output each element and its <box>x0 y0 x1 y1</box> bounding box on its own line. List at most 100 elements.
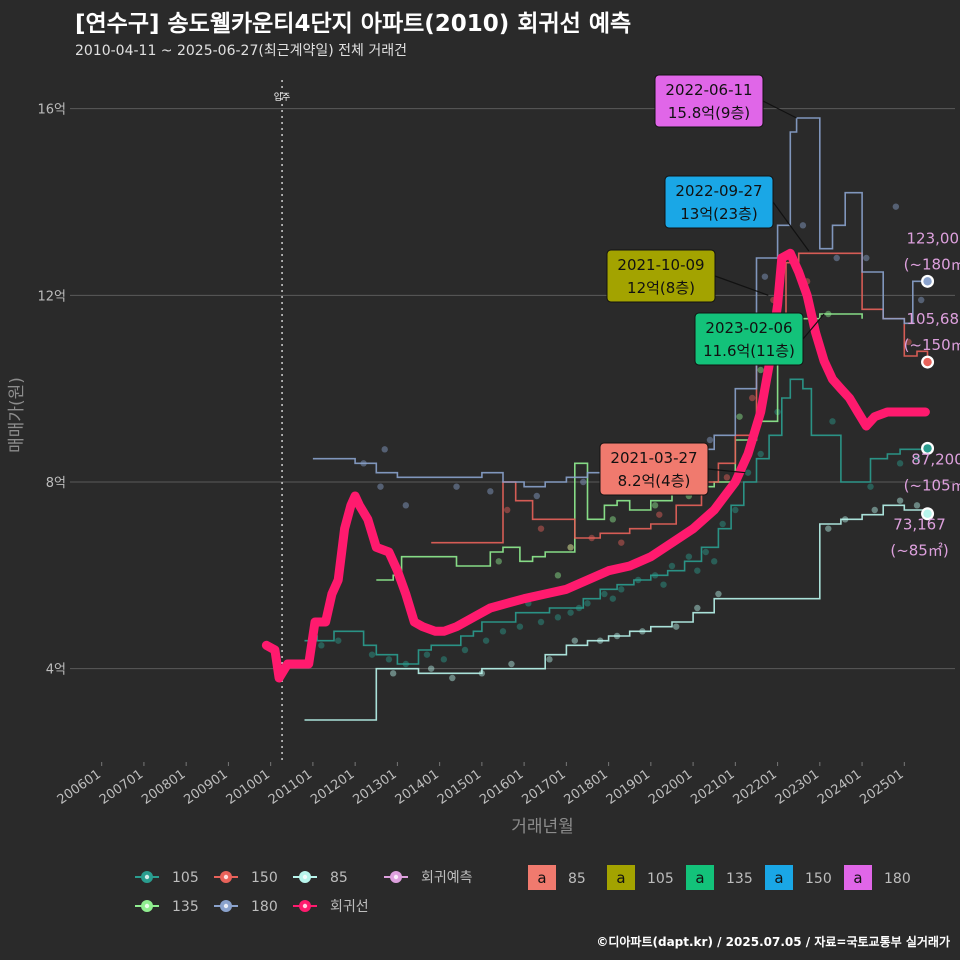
x-tick-label: 202401 <box>815 767 864 808</box>
scatter-point <box>863 254 870 262</box>
callout-box <box>599 442 709 496</box>
scatter-point <box>660 581 667 588</box>
callout-price: 8.2억(4층) <box>618 472 691 490</box>
callout-date: 2021-03-27 <box>610 449 697 467</box>
legend-dot-center <box>144 903 150 909</box>
prediction-value-85: 73,167 <box>893 516 946 534</box>
scatter-point <box>516 623 524 630</box>
scatter-point <box>318 642 325 649</box>
source-caption: ©디아파트(dapt.kr) / 2025.07.05 / 자료=국토교통부 실… <box>596 935 950 949</box>
legend-label: 회귀선 <box>330 899 369 915</box>
scatter-point <box>368 651 376 658</box>
callout-leader <box>802 313 825 340</box>
scatter-point <box>744 469 752 476</box>
scatter-point <box>732 506 739 514</box>
scatter-point <box>896 460 904 467</box>
x-tick-label: 202501 <box>857 767 906 808</box>
legend-box-glyph: a <box>853 869 862 887</box>
scatter-point <box>508 660 515 668</box>
x-tick-label: 201001 <box>224 767 273 808</box>
scatter-point <box>685 553 693 560</box>
scatter-point <box>896 497 904 504</box>
scatter-point <box>584 600 591 607</box>
scatter-point <box>609 595 617 602</box>
x-tick-label: 202301 <box>773 767 822 808</box>
scatter-point <box>487 488 494 495</box>
prediction-marker-core-105 <box>923 444 932 453</box>
legend-box-label: 150 <box>805 871 832 887</box>
x-tick-label: 200801 <box>139 767 188 808</box>
scatter-point <box>668 562 676 570</box>
legend-label: 135 <box>172 899 199 915</box>
scatter-point <box>554 572 562 579</box>
callout-price: 13억(23층) <box>680 205 757 223</box>
callout-leader <box>714 275 769 296</box>
prediction-marker-core-180 <box>923 277 932 286</box>
x-tick-label: 202201 <box>731 767 780 808</box>
legend-dot-center <box>144 874 150 880</box>
x-tick-label: 201101 <box>266 767 315 808</box>
legend-layer: 105 150 85 회귀예측 135 180 회귀선 a 85 a 105 a 135 a 150 a 180 <box>135 865 911 915</box>
legend-box <box>528 865 556 890</box>
legend-box <box>686 865 714 890</box>
scatter-point <box>694 567 701 574</box>
scatter-point <box>651 502 659 509</box>
y-tick-label: 8억 <box>46 476 66 491</box>
scatter-point <box>892 203 900 210</box>
scatter-point <box>601 590 608 598</box>
scatter-point <box>719 520 726 528</box>
x-tick-label: 200901 <box>181 767 230 808</box>
callout-date: 2021-10-09 <box>617 256 704 274</box>
callout-box <box>654 74 764 128</box>
x-tick-label: 200601 <box>55 767 104 808</box>
scatter-point <box>449 674 456 682</box>
scatter-point <box>546 656 553 663</box>
scatter-point <box>440 656 448 663</box>
callout-leader <box>707 468 746 474</box>
scatter-point <box>482 637 490 644</box>
callout-box <box>606 249 716 303</box>
legend-box <box>844 865 872 890</box>
callout-price: 15.8억(9층) <box>668 104 750 122</box>
scatter-point <box>385 656 393 663</box>
scatter-point <box>715 590 722 598</box>
scatter-point <box>825 525 832 532</box>
legend-label: 회귀예측 <box>421 870 473 886</box>
scatter-point <box>913 455 921 462</box>
x-tick-label: 201601 <box>477 767 526 808</box>
x-tick-label: 201401 <box>393 767 442 808</box>
legend-box-glyph: a <box>774 869 783 887</box>
scatter-point <box>757 450 764 458</box>
legend-label: 105 <box>172 870 199 886</box>
callout-price: 11.6억(11층) <box>703 342 795 360</box>
scatter-point <box>495 558 502 565</box>
prediction-marker-core-150 <box>923 357 932 367</box>
scatter-point <box>829 418 836 425</box>
scatter-point <box>423 651 431 658</box>
x-tick-label: 201901 <box>604 767 653 808</box>
prediction-area-85: (~85㎡) <box>890 542 948 560</box>
scatter-point <box>702 548 709 556</box>
scatter-point <box>461 646 469 654</box>
y-tick-label: 4억 <box>46 663 66 678</box>
legend-box-glyph: a <box>616 869 625 887</box>
scatter-point <box>905 338 912 346</box>
legend-dot-center <box>393 874 399 880</box>
scatter-point <box>377 483 384 490</box>
legend-box-glyph: a <box>695 869 704 887</box>
scatter-point <box>609 516 617 523</box>
x-tick-label: 201701 <box>519 767 568 808</box>
scatter-point <box>533 492 540 500</box>
legend-label: 85 <box>330 870 348 886</box>
prediction-area-150: (~150㎡) <box>904 336 960 354</box>
x-tick-label: 202101 <box>688 767 737 808</box>
legend-box-label: 105 <box>647 871 674 887</box>
scatter-point <box>567 544 574 551</box>
scatter-point <box>453 483 460 490</box>
prediction-area-180: (~180㎡) <box>904 255 960 273</box>
prediction-marker-core-85 <box>923 509 932 518</box>
series-line-105 <box>304 378 927 665</box>
scatter-point <box>672 623 680 630</box>
callout-box <box>664 175 774 229</box>
y-tick-label: 16억 <box>37 103 66 118</box>
